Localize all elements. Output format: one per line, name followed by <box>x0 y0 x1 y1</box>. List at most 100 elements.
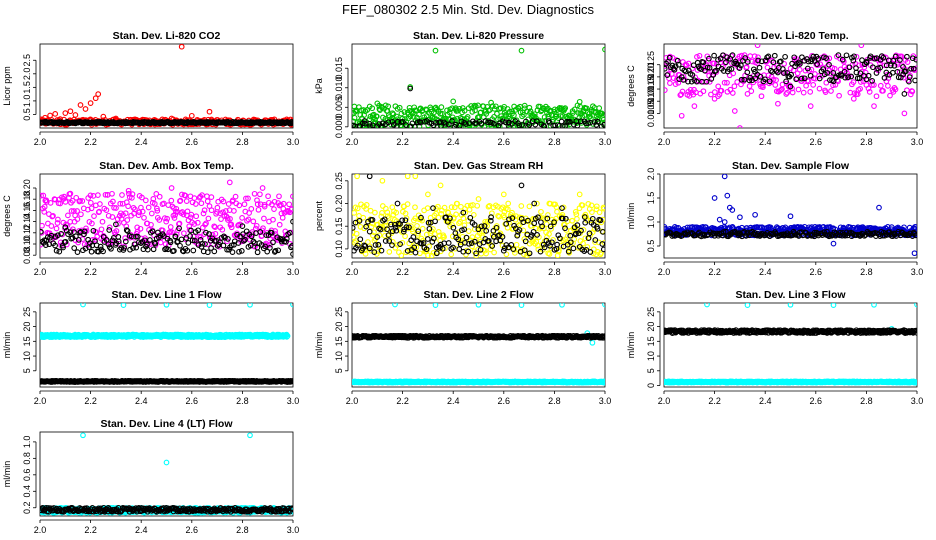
data-point <box>729 90 736 96</box>
data-point <box>254 249 261 256</box>
x-tick-label: 3.0 <box>599 396 612 406</box>
data-point <box>541 114 548 120</box>
data-point <box>758 58 765 65</box>
data-point <box>141 214 147 221</box>
data-point <box>188 112 195 119</box>
data-point <box>390 121 397 128</box>
data-point <box>192 201 199 207</box>
data-point <box>765 72 772 79</box>
data-point <box>468 240 475 246</box>
data-point <box>55 216 61 223</box>
data-point <box>83 225 89 232</box>
data-point <box>471 221 478 228</box>
data-point <box>367 123 373 128</box>
data-point <box>791 54 798 61</box>
series-reference <box>352 85 605 128</box>
data-point <box>169 229 175 235</box>
data-point <box>485 119 491 126</box>
data-point <box>461 107 468 114</box>
data-point <box>87 192 94 199</box>
data-point <box>394 242 401 248</box>
series-reference <box>664 52 917 97</box>
data-point <box>74 208 80 214</box>
data-point <box>97 201 103 207</box>
data-point <box>530 228 537 235</box>
y-tick-label: 0.12 <box>22 224 32 242</box>
data-point <box>236 202 243 209</box>
data-point <box>467 214 474 221</box>
data-point <box>804 65 811 72</box>
data-point <box>823 55 830 61</box>
data-point <box>139 208 146 215</box>
data-point <box>124 217 131 223</box>
data-point <box>910 65 917 72</box>
data-point <box>144 246 151 253</box>
data-point <box>758 93 765 100</box>
data-point <box>842 74 848 81</box>
data-point <box>574 122 581 128</box>
data-point <box>363 202 370 208</box>
data-point <box>247 303 253 308</box>
chart-panel: Stan. Dev. Amb. Box Temp.2.0 2.2 2.4 2.6 2.8… <box>2 160 299 277</box>
data-point <box>726 66 732 72</box>
data-point <box>572 209 579 215</box>
data-point <box>231 208 237 214</box>
data-point <box>394 200 401 207</box>
data-point <box>113 221 119 228</box>
data-point <box>55 232 61 239</box>
data-point <box>567 118 573 125</box>
data-point <box>82 106 89 112</box>
data-point <box>816 73 822 79</box>
data-point <box>255 206 262 213</box>
data-point <box>497 105 504 111</box>
data-point <box>754 60 761 67</box>
data-point <box>867 230 873 237</box>
data-point <box>593 206 600 213</box>
data-point <box>149 228 156 235</box>
data-point <box>537 248 544 255</box>
x-tick-label: 2.0 <box>34 267 47 277</box>
data-point <box>164 215 170 222</box>
data-point <box>581 214 588 220</box>
data-point <box>225 236 231 242</box>
data-point <box>500 118 506 125</box>
data-point <box>869 77 875 84</box>
y-tick-label: 1.5 <box>22 81 32 94</box>
data-point <box>419 217 425 224</box>
data-point <box>593 122 600 128</box>
data-point <box>807 72 814 79</box>
data-point <box>437 119 444 125</box>
data-point <box>439 245 446 252</box>
data-point <box>96 208 103 215</box>
data-point <box>720 229 727 235</box>
data-point <box>576 191 583 198</box>
data-point <box>133 244 140 251</box>
data-point <box>220 198 227 205</box>
data-point <box>425 219 432 226</box>
data-point <box>372 116 378 123</box>
data-point <box>241 201 248 208</box>
data-point <box>867 53 874 60</box>
data-point <box>711 60 717 67</box>
series-reference <box>40 377 293 385</box>
data-point <box>163 303 170 308</box>
chart-panel: Stan. Dev. Gas Stream RH2.0 2.2 2.4 2.6 2.8 3… <box>314 160 611 277</box>
data-point <box>673 225 680 231</box>
data-point <box>368 223 375 230</box>
data-point <box>594 225 601 232</box>
data-point <box>286 201 293 208</box>
data-point <box>184 247 191 254</box>
data-point <box>902 68 909 75</box>
data-point <box>823 79 830 86</box>
data-point <box>438 210 445 217</box>
data-point <box>909 55 916 62</box>
data-point <box>873 93 880 100</box>
data-point <box>808 66 815 73</box>
data-point <box>179 191 185 198</box>
y-tick-label: 15 <box>334 336 344 346</box>
plot-frame <box>39 302 294 388</box>
data-point <box>871 103 877 109</box>
data-point <box>509 215 516 221</box>
x-tick-label: 2.6 <box>186 137 199 147</box>
data-point <box>461 226 468 233</box>
